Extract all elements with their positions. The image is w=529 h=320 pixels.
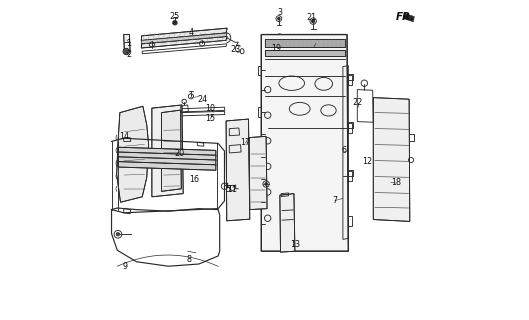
- Circle shape: [314, 38, 317, 42]
- Text: 4: 4: [188, 28, 194, 36]
- Text: 3: 3: [277, 8, 282, 17]
- Text: 6: 6: [341, 146, 346, 155]
- Polygon shape: [124, 35, 130, 52]
- Text: 21: 21: [307, 13, 317, 22]
- Text: 15: 15: [205, 114, 215, 123]
- Polygon shape: [141, 33, 227, 44]
- Polygon shape: [152, 105, 183, 197]
- Text: 11: 11: [227, 185, 238, 194]
- Text: 5: 5: [225, 185, 230, 194]
- Text: 19: 19: [271, 44, 282, 52]
- Polygon shape: [373, 98, 410, 221]
- Text: 10: 10: [205, 104, 215, 113]
- Polygon shape: [118, 152, 216, 161]
- Text: 20: 20: [175, 149, 185, 158]
- Text: 18: 18: [391, 178, 400, 187]
- Polygon shape: [265, 39, 344, 47]
- Polygon shape: [161, 110, 181, 191]
- Polygon shape: [265, 50, 344, 56]
- Circle shape: [312, 20, 315, 23]
- Polygon shape: [226, 119, 250, 221]
- Circle shape: [123, 48, 130, 55]
- Circle shape: [116, 233, 120, 236]
- Polygon shape: [141, 28, 227, 41]
- Text: 23: 23: [231, 45, 241, 54]
- Polygon shape: [118, 157, 216, 165]
- Text: 7: 7: [332, 196, 338, 204]
- Text: 2: 2: [126, 50, 131, 59]
- Text: 24: 24: [197, 95, 207, 104]
- Circle shape: [172, 20, 177, 25]
- Text: 17: 17: [240, 138, 250, 147]
- Text: 22: 22: [353, 98, 363, 107]
- Text: 16: 16: [189, 175, 199, 184]
- Text: 13: 13: [290, 240, 300, 249]
- Text: 8: 8: [187, 255, 192, 264]
- Polygon shape: [141, 36, 227, 48]
- Polygon shape: [404, 13, 414, 22]
- Polygon shape: [118, 147, 216, 156]
- Text: 1: 1: [126, 39, 131, 48]
- Polygon shape: [117, 106, 149, 202]
- Polygon shape: [280, 194, 295, 252]
- Polygon shape: [118, 162, 216, 170]
- Circle shape: [278, 17, 280, 20]
- Polygon shape: [261, 35, 348, 251]
- Text: 25: 25: [169, 12, 179, 21]
- Text: 12: 12: [362, 157, 372, 166]
- Text: 14: 14: [118, 132, 129, 140]
- Text: FR.: FR.: [396, 12, 415, 22]
- Circle shape: [265, 183, 267, 185]
- Polygon shape: [249, 136, 267, 210]
- Circle shape: [278, 36, 281, 40]
- Text: 9: 9: [123, 262, 128, 271]
